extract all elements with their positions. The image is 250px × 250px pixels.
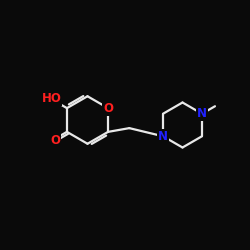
Text: O: O bbox=[103, 102, 113, 114]
Text: N: N bbox=[197, 107, 207, 120]
Text: O: O bbox=[50, 134, 60, 147]
Text: HO: HO bbox=[42, 92, 62, 105]
Text: N: N bbox=[158, 130, 168, 143]
